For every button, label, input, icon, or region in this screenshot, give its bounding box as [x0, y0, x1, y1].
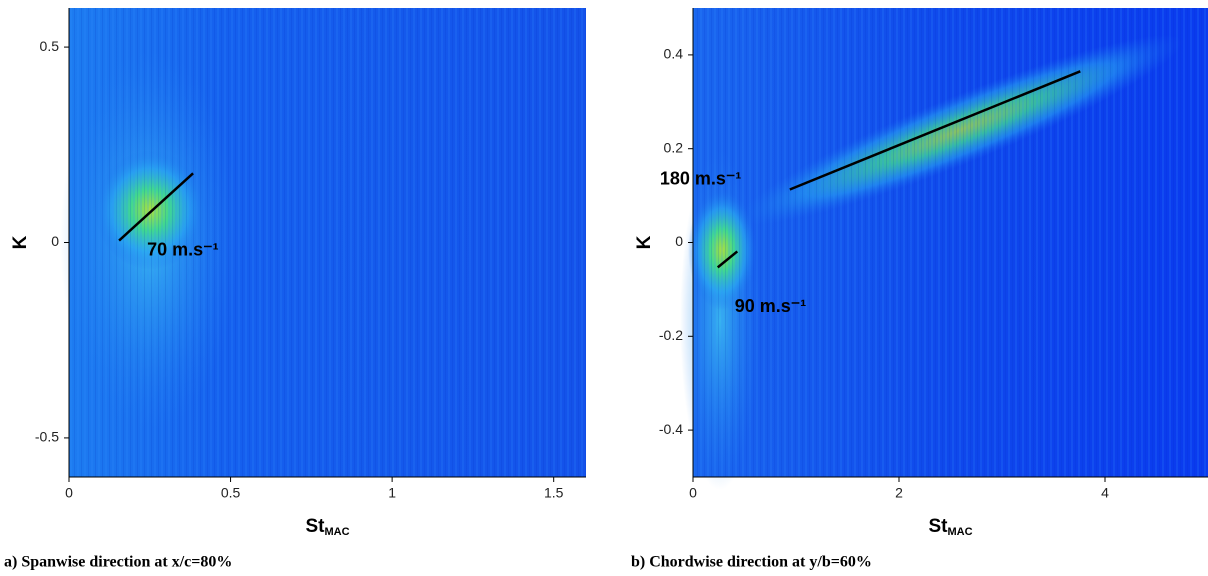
- x-axis-label-main: St: [928, 516, 948, 537]
- y-tick-label: -0.2: [659, 327, 683, 343]
- y-tick-label: 0.5: [40, 38, 60, 54]
- x-tick-label: 0.5: [221, 485, 241, 501]
- heatmap-a: [60, 8, 586, 477]
- y-axis-label: K: [634, 235, 655, 249]
- y-tick-label: -0.4: [659, 421, 683, 437]
- x-tick-label: 1: [388, 485, 396, 501]
- x-axis-label-main: St: [305, 516, 325, 537]
- y-tick-label: 0.2: [664, 139, 684, 155]
- x-axis-label-sub: MAC: [324, 526, 349, 538]
- x-tick-label: 1.5: [544, 485, 564, 501]
- annotation-label: 180 m.s⁻¹: [660, 168, 742, 188]
- x-tick-label: 4: [1101, 485, 1109, 501]
- x-axis-label: StMAC: [928, 516, 972, 538]
- caption: a) Spanwise direction at x/c=80%: [4, 554, 232, 571]
- x-tick-label: 0: [689, 485, 697, 501]
- x-tick-label: 0: [65, 485, 73, 501]
- y-tick-label: 0.4: [664, 46, 684, 62]
- x-tick-label: 2: [895, 485, 903, 501]
- annotation-line: [789, 70, 1081, 191]
- y-tick-label: 0: [675, 233, 683, 249]
- y-tick-label: 0: [51, 233, 59, 249]
- caption: b) Chordwise direction at y/b=60%: [631, 554, 872, 571]
- annotation-line: [716, 250, 739, 269]
- x-axis-label-sub: MAC: [947, 526, 972, 538]
- y-tick-label: -0.5: [35, 429, 59, 445]
- heatmap-b: [680, 8, 1208, 490]
- y-axis-label: K: [10, 235, 31, 249]
- annotation-label: 90 m.s⁻¹: [735, 296, 807, 316]
- annotation-label: 70 m.s⁻¹: [147, 239, 219, 259]
- annotation-line: [118, 172, 194, 242]
- x-axis-label: StMAC: [305, 516, 349, 538]
